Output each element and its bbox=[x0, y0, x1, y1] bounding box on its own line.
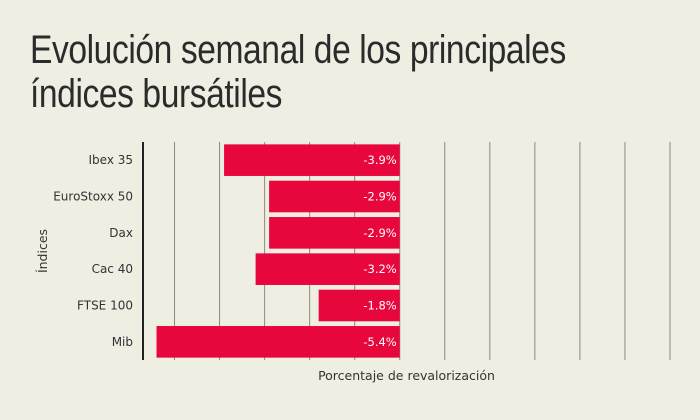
data-labels: -3.9% -2.9% -2.9% -3.2% -1.8% -5.4% bbox=[363, 153, 396, 349]
bar bbox=[156, 326, 400, 358]
y-axis-title: Índices bbox=[35, 229, 50, 273]
data-label: -2.9% bbox=[363, 190, 396, 204]
bar bbox=[269, 217, 400, 249]
data-label: -3.9% bbox=[363, 153, 396, 167]
category-tick-label: Mib bbox=[112, 335, 133, 349]
chart-title: Evolución semanal de los principales índ… bbox=[30, 28, 566, 116]
bar bbox=[224, 144, 400, 176]
category-tick-label: Ibex 35 bbox=[88, 153, 133, 167]
category-tick-label: Cac 40 bbox=[92, 262, 133, 276]
data-label: -5.4% bbox=[363, 335, 396, 349]
grid-lines bbox=[174, 142, 671, 360]
bar bbox=[255, 253, 400, 285]
category-ticks: Ibex 35 EuroStoxx 50 Dax Cac 40 FTSE 100 Mib bbox=[53, 153, 133, 349]
category-tick-label: FTSE 100 bbox=[77, 299, 133, 313]
x-axis-title: Porcentaje de revalorización bbox=[318, 368, 495, 383]
data-label: -2.9% bbox=[363, 226, 396, 240]
data-label: -3.2% bbox=[363, 262, 396, 276]
category-tick-label: EuroStoxx 50 bbox=[53, 190, 133, 204]
data-label: -1.8% bbox=[363, 299, 396, 313]
bar bbox=[318, 289, 400, 322]
bars bbox=[156, 144, 400, 358]
bar bbox=[269, 180, 400, 213]
category-tick-label: Dax bbox=[109, 226, 133, 240]
